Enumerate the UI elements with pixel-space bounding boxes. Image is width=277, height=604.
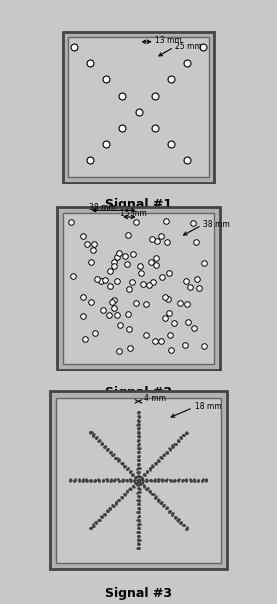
Text: Signal #2: Signal #2 [105,387,172,399]
Text: 38 mm: 38 mm [203,220,230,229]
Text: Signal #1: Signal #1 [105,198,172,211]
Text: 15 mm: 15 mm [120,210,147,219]
Text: 25 mm: 25 mm [175,42,202,51]
Text: 4 mm: 4 mm [143,394,166,403]
Text: 38 mm: 38 mm [89,204,116,213]
Text: Signal #3: Signal #3 [105,587,172,600]
Text: 18 mm: 18 mm [195,402,221,411]
Text: 13 mm: 13 mm [155,36,182,45]
